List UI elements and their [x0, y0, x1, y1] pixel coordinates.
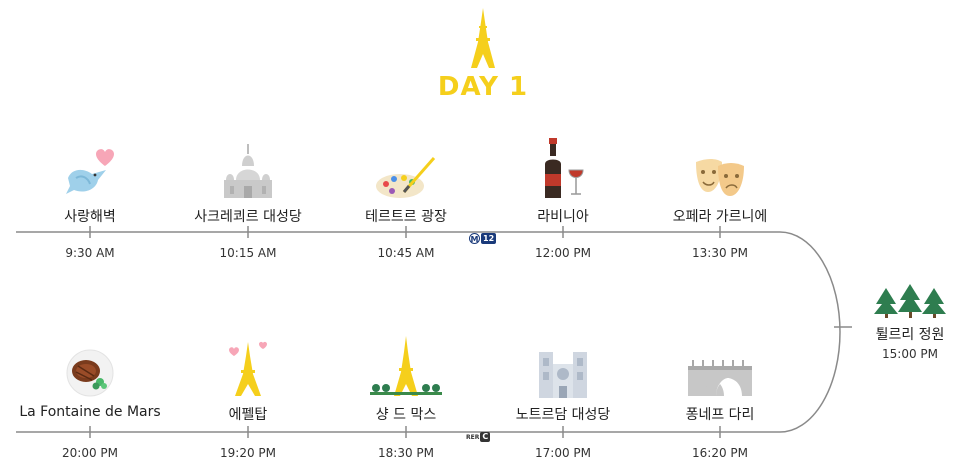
stop-name: 테르트르 광장 [365, 209, 447, 225]
stop-lavinia: 라비니아 [473, 130, 653, 226]
metro-line: 12 [481, 233, 497, 244]
stop-wall-of-love: 사랑해벽 [0, 140, 180, 226]
stop-tuileries-garden: 튈르리 정원 15:00 PM [858, 284, 962, 361]
steak-plate-icon [66, 349, 114, 397]
stop-opera-garnier: 오페라 가르니에 [630, 140, 810, 226]
metro-letter: M [469, 233, 480, 244]
dove-heart-icon [66, 149, 114, 194]
day-title: DAY 1 [437, 72, 529, 102]
trees-icon [874, 284, 946, 318]
stop-name: 퐁네프 다리 [685, 407, 755, 423]
theater-masks-icon [696, 159, 744, 196]
stop-name: 튈르리 정원 [875, 327, 945, 343]
stop-name: 사랑해벽 [64, 209, 116, 225]
stop-name: 노트르담 대성당 [515, 407, 611, 423]
stop-time: 9:30 AM [65, 246, 115, 260]
stop-pont-neuf: 퐁네프 다리 [630, 338, 810, 424]
stop-time: 16:20 PM [692, 446, 748, 460]
stop-name: 샹 드 막스 [375, 407, 437, 423]
stop-name: 사크레쾨르 대성당 [194, 209, 302, 225]
stop-sacre-coeur: 사크레쾨르 대성당 [158, 140, 338, 226]
eiffel-tower-icon [471, 8, 495, 68]
stop-la-fontaine-de-mars: La Fontaine de Mars [0, 338, 180, 420]
eiffel-tower-hearts-icon [229, 341, 267, 396]
wine-bottle-icon [545, 138, 584, 198]
basilica-icon [224, 144, 272, 198]
notre-dame-icon [539, 352, 587, 398]
stop-name: La Fontaine de Mars [19, 404, 161, 420]
stop-time: 17:00 PM [535, 446, 591, 460]
stop-eiffel-tower: 에펠탑 [158, 330, 338, 424]
bridge-icon [688, 360, 752, 396]
eiffel-tower-park-icon [370, 336, 442, 396]
stop-time: 15:00 PM [882, 347, 938, 361]
stop-name: 오페라 가르니에 [672, 209, 768, 225]
stop-time: 10:15 AM [219, 246, 277, 260]
header-eiffel-icon-wrap [433, 8, 533, 74]
stop-time: 12:00 PM [535, 246, 591, 260]
metro-badge: M 12 [469, 233, 497, 244]
stop-name: 에펠탑 [228, 407, 268, 423]
rer-badge: RER C [466, 432, 491, 442]
stop-notre-dame: 노트르담 대성당 [473, 338, 653, 424]
stop-name: 라비니아 [537, 209, 589, 225]
stop-time: 10:45 AM [377, 246, 435, 260]
rer-line: C [480, 432, 491, 442]
stop-champ-de-mars: 샹 드 막스 [316, 326, 496, 424]
stop-place-du-tertre: 테르트르 광장 [316, 140, 496, 226]
stop-time: 19:20 PM [220, 446, 276, 460]
stop-time: 18:30 PM [378, 446, 434, 460]
rer-label: RER [466, 433, 480, 441]
stop-time: 20:00 PM [62, 446, 118, 460]
stop-time: 13:30 PM [692, 246, 748, 260]
palette-icon [376, 157, 436, 198]
